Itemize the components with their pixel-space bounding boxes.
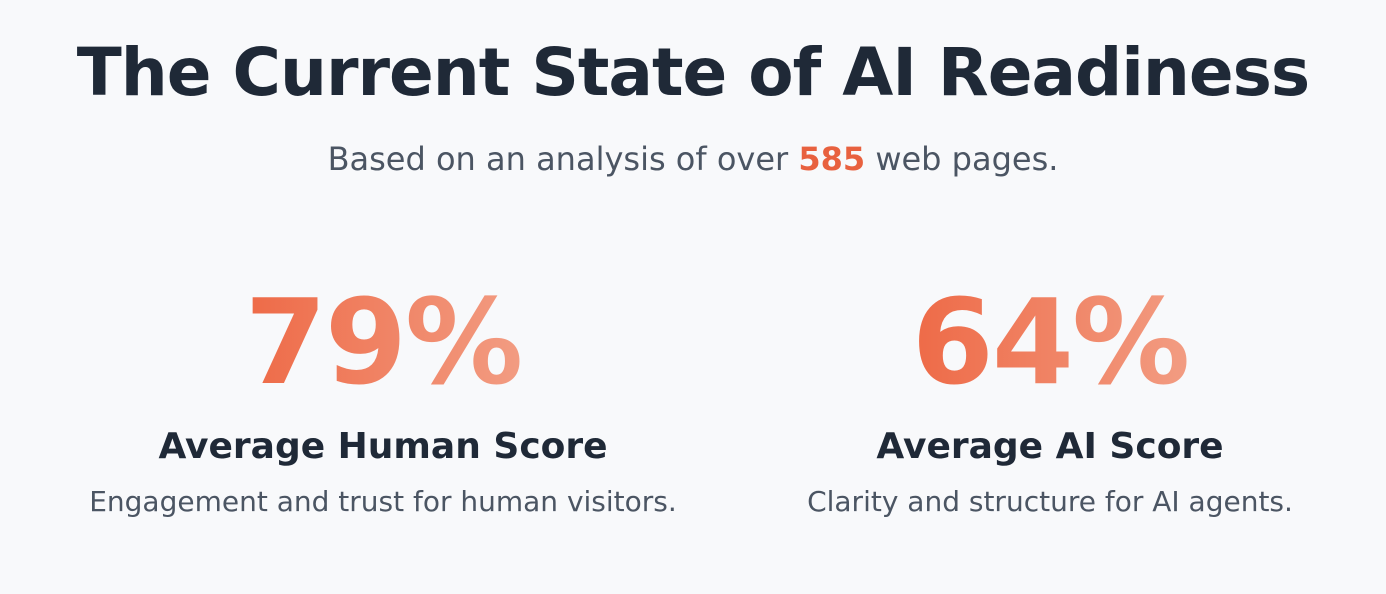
stat-label: Average Human Score [158, 426, 608, 467]
stat-label: Average AI Score [876, 426, 1224, 467]
stat-value: 79% [244, 273, 523, 411]
stat-card: 64% Average AI Score Clarity and structu… [700, 272, 1386, 518]
stat-description: Engagement and trust for human visitors. [89, 485, 677, 518]
subtitle-text: web pages. [875, 140, 1059, 178]
stat-card: 79% Average Human Score Engagement and t… [33, 272, 733, 518]
stat-description: Clarity and structure for AI agents. [807, 485, 1293, 518]
subtitle-text: Based on an analysis of over [327, 140, 789, 178]
page-count: 585 [798, 140, 866, 178]
title: The Current State of AI Readiness [76, 34, 1310, 111]
stat-value: 64% [911, 273, 1190, 411]
subtitle: Based on an analysis of over 585 web pag… [0, 140, 1386, 178]
